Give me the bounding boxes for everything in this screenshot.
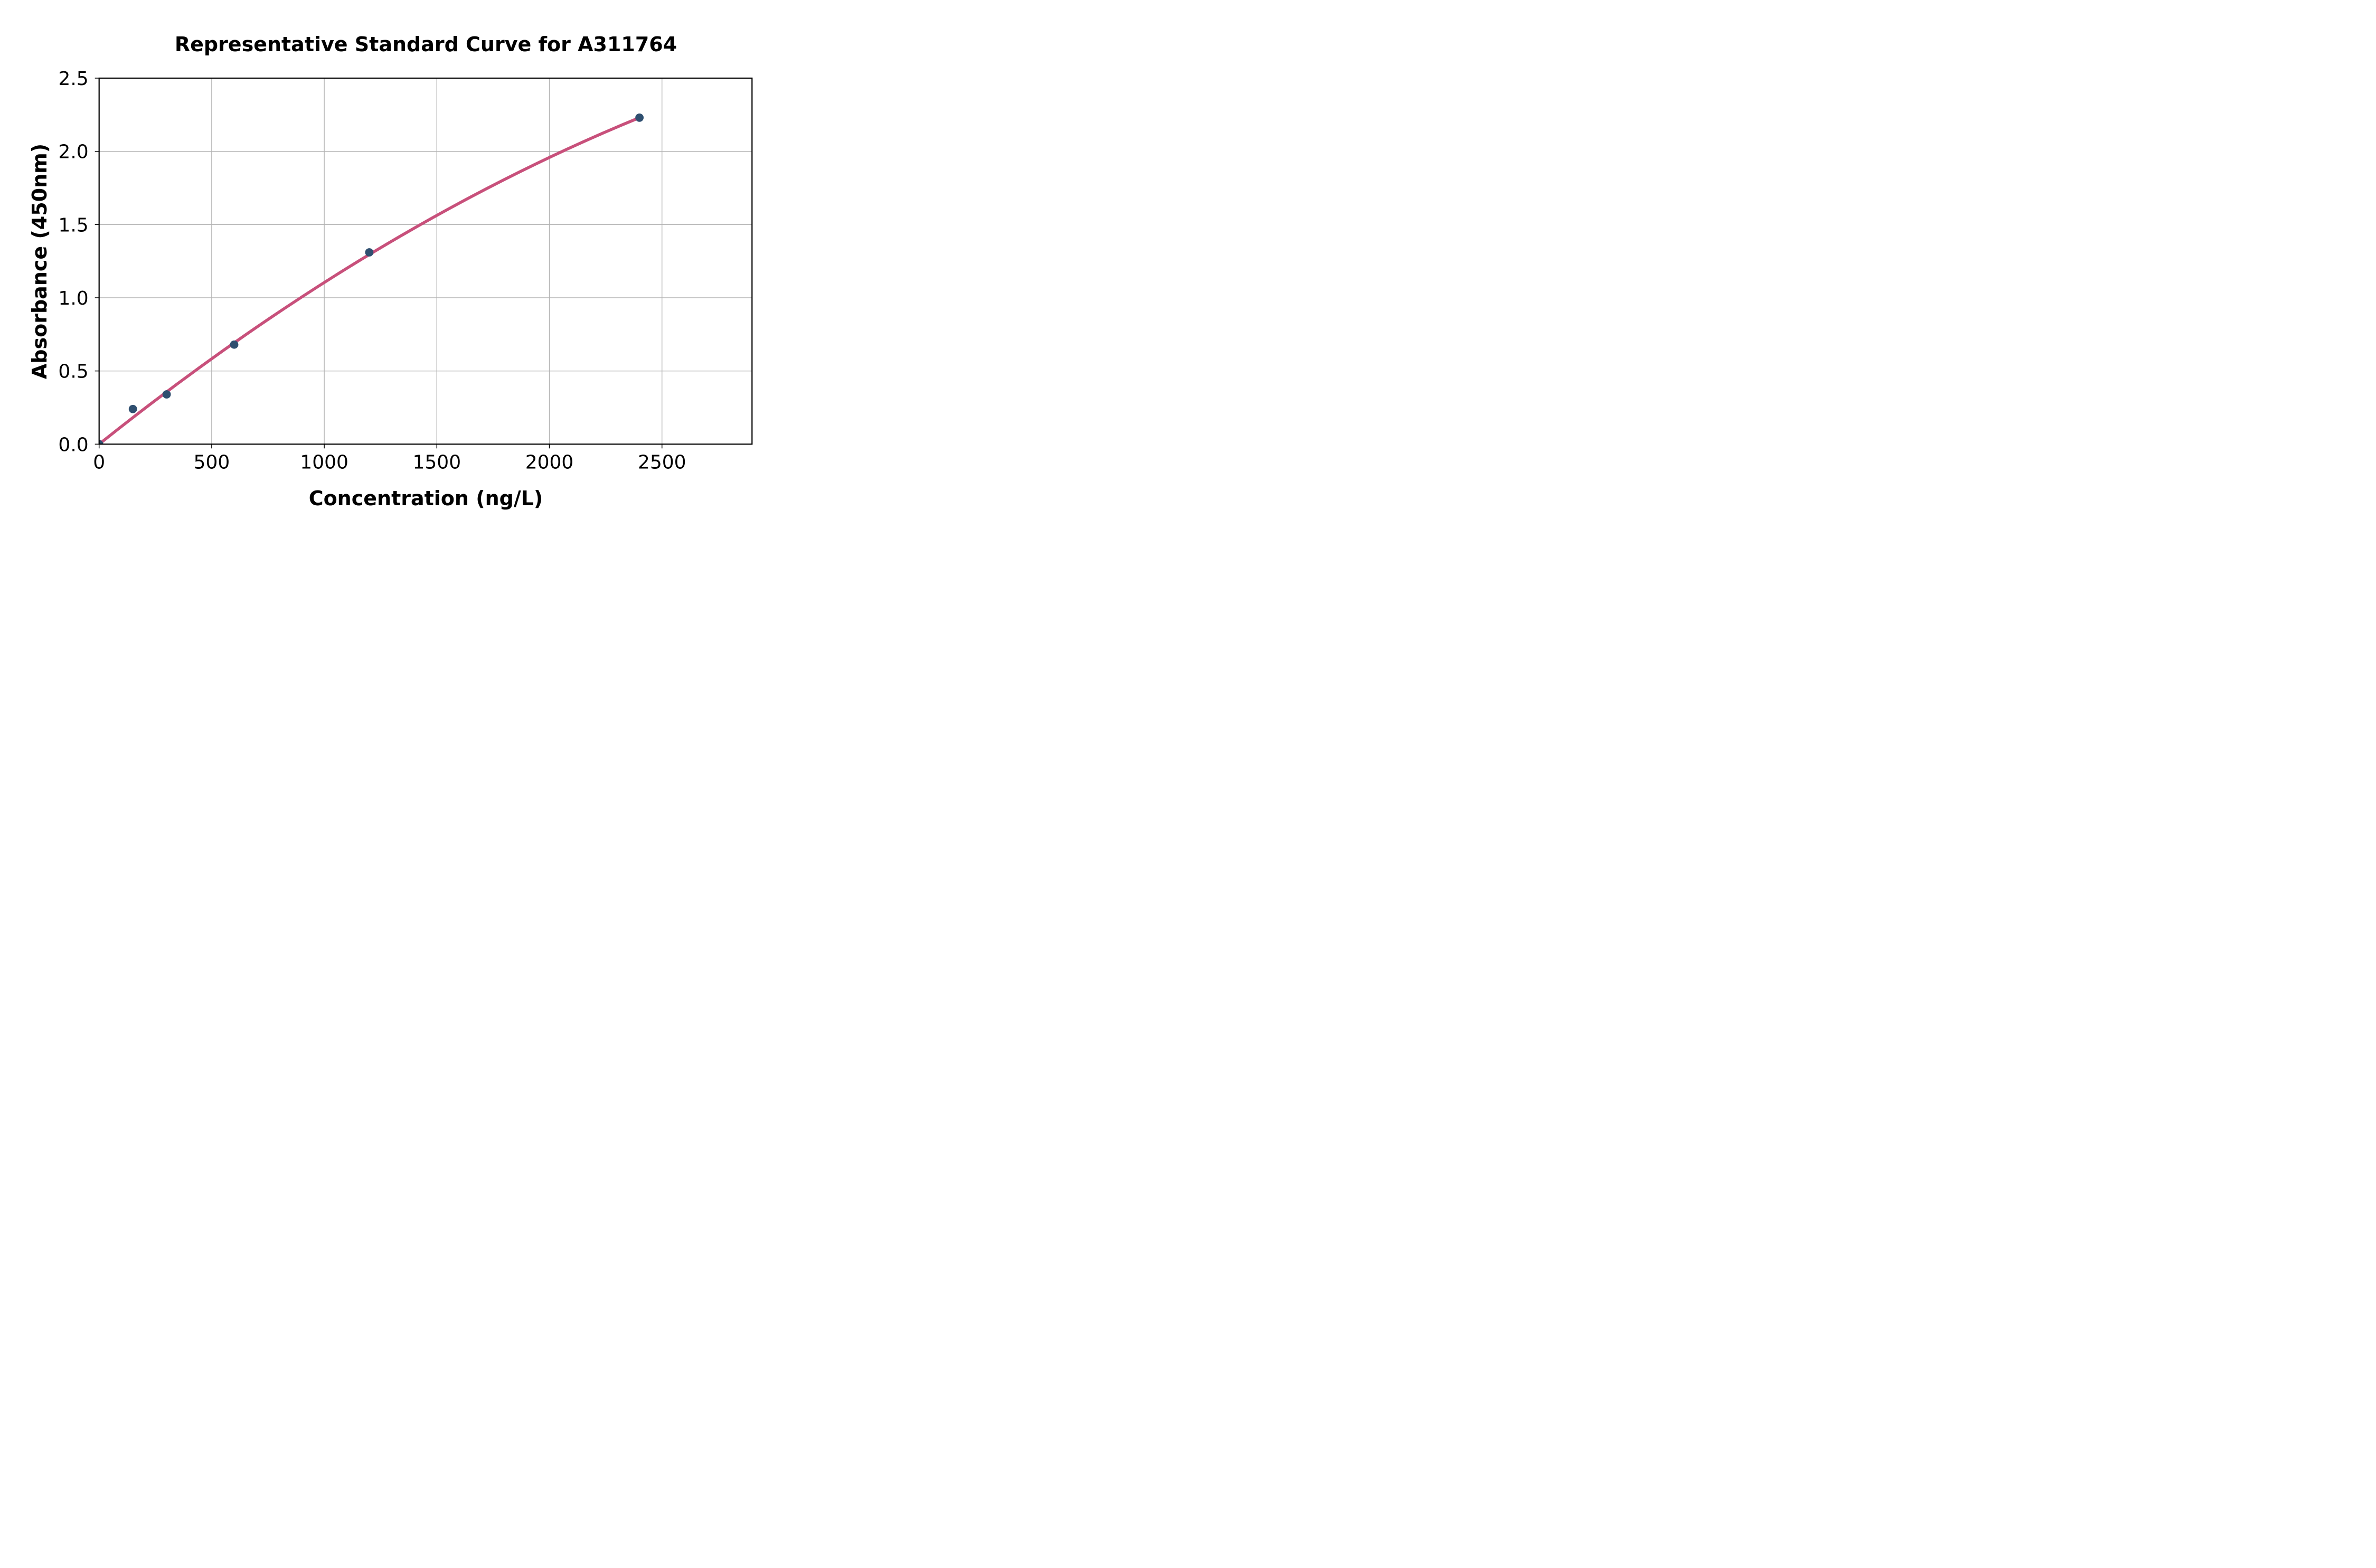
x-tick-label: 0	[93, 451, 105, 473]
data-point	[128, 404, 137, 413]
data-point	[99, 440, 103, 445]
y-tick-label: 0.5	[58, 361, 88, 383]
y-tick-label: 1.5	[58, 214, 88, 236]
x-tick-label: 2500	[638, 451, 686, 473]
plot-area: 0 500 1000 1500 2000 2500 0.0 0.5 1.0 1.5 2.0 2.5	[58, 68, 753, 473]
y-tick-label: 2.0	[58, 141, 88, 163]
y-tick-label: 1.0	[58, 288, 88, 309]
data-point	[230, 340, 239, 349]
y-tick-label: 2.5	[58, 68, 88, 90]
x-axis-label: Concentration (ng/L)	[308, 487, 543, 510]
trend-line	[99, 116, 640, 445]
chart-figure: Representative Standard Curve for A31176…	[0, 0, 792, 523]
x-tick-label: 1000	[300, 451, 348, 473]
x-tick-label: 500	[194, 451, 230, 473]
y-tick-label: 0.0	[58, 434, 88, 456]
data-point	[365, 248, 374, 257]
data-point	[635, 113, 644, 122]
data-point	[162, 390, 171, 399]
chart-title: Representative Standard Curve for A31176…	[174, 33, 677, 56]
x-tick-label: 1500	[413, 451, 461, 473]
x-tick-label: 2000	[525, 451, 574, 473]
axis-spines	[98, 77, 753, 445]
